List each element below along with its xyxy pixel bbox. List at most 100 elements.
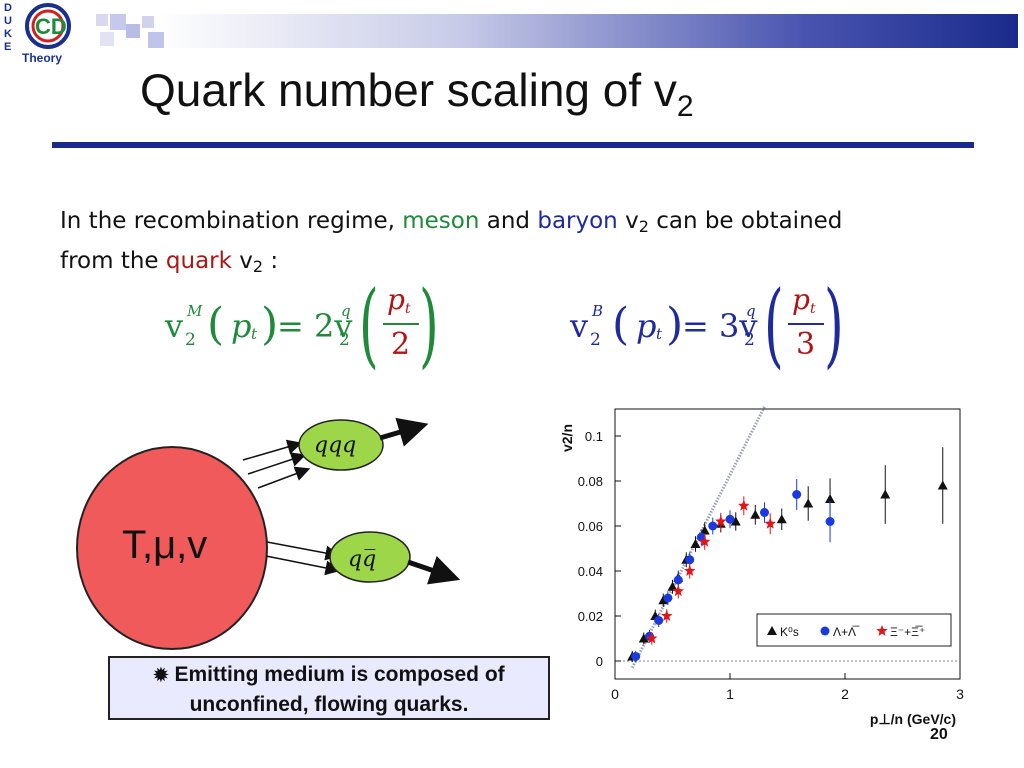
page-number: 20 — [930, 726, 948, 743]
logo-letter-u: U — [4, 15, 12, 27]
quark-arrow — [266, 541, 341, 561]
formula-eq: = 2v — [277, 307, 353, 345]
v2-scaling-chart: 0 1 2 3 0 0.02 0.04 0.06 0.08 0.1 v2/n p⊥/n (GeV/… — [559, 406, 964, 727]
data-point — [631, 652, 641, 661]
baryon-blob — [298, 419, 384, 471]
legend-label: K⁰s — [780, 625, 799, 639]
logo-caption: Theory — [22, 51, 62, 65]
chart-grid — [615, 406, 960, 669]
legend-marker — [876, 625, 888, 636]
intro-text-part: v — [231, 248, 253, 274]
formula-num-sub: t — [810, 301, 816, 317]
legend-label: Ξ⁻+Ξ̅⁺ — [890, 625, 925, 639]
emitting-line-1: ✹ Emitting medium is composed of — [110, 660, 548, 690]
legend-label: Λ+Λ̅ — [833, 625, 860, 639]
formula-v: v — [570, 307, 589, 345]
data-point — [684, 565, 696, 576]
emitting-line-2: unconfined, flowing quarks. — [189, 693, 469, 716]
formula-den: 2 — [391, 327, 411, 362]
header-square — [142, 16, 154, 28]
formula-paren: ( — [359, 271, 379, 378]
header-square — [96, 14, 108, 26]
logo-mark: CD — [35, 14, 67, 39]
chart-legend: K⁰s Λ+Λ̅ Ξ⁻+Ξ̅⁺ — [756, 613, 952, 647]
formula-arg: p — [636, 307, 657, 345]
header-square — [148, 32, 164, 48]
emitting-line-1-text: Emitting medium is composed of — [174, 663, 505, 686]
meson-formula: v 2 M ( p t ) = 2v 2 q ( p t 2 ) — [165, 271, 455, 378]
intro-text-part: from the — [60, 248, 166, 274]
x-tick-label: 1 — [726, 686, 734, 702]
formula-eq: = 3v — [682, 307, 758, 345]
intro-text-part: and — [479, 208, 538, 234]
y-tick-label: 0 — [596, 654, 603, 669]
quark-arrow — [247, 452, 307, 475]
baryon-label: qqq — [314, 433, 356, 458]
fraction-bar — [788, 323, 824, 325]
title-rule — [52, 142, 974, 148]
data-point — [663, 593, 673, 603]
formula-paren: ( — [764, 271, 784, 378]
formula-paren: ) — [824, 271, 844, 378]
x-tick-label: 3 — [956, 686, 964, 702]
header-band — [96, 14, 1018, 48]
data-point — [690, 539, 701, 548]
meson-blob — [329, 531, 411, 583]
data-point — [880, 489, 891, 499]
formula-paren: ( — [207, 299, 225, 350]
x-tick-label: 0 — [611, 686, 619, 702]
logo-letter-k: K — [4, 28, 12, 40]
formula-q-sub: 2 — [744, 330, 755, 350]
data-point — [673, 575, 683, 585]
data-point — [764, 517, 776, 529]
scaling-reference-line — [630, 406, 766, 669]
formula-paren: ) — [261, 299, 279, 350]
quark-arrow — [257, 466, 311, 489]
formula-num: p — [387, 283, 405, 316]
legend-box — [756, 613, 952, 647]
meson-label: qq̅ — [348, 547, 376, 572]
intro-text-part: v — [617, 208, 639, 234]
data-point — [699, 525, 710, 535]
data-point — [803, 498, 814, 508]
formula-sub: 2 — [185, 330, 196, 350]
data-point — [738, 499, 750, 511]
legend-marker — [820, 626, 830, 636]
data-point — [937, 480, 948, 490]
data-point — [699, 535, 711, 547]
formula-num: p — [792, 283, 810, 316]
legend-marker — [767, 626, 777, 635]
data-point — [825, 517, 835, 526]
logo-letter-d: D — [4, 2, 12, 14]
formula-paren: ( — [612, 299, 630, 350]
y-tick-label: 0.1 — [585, 429, 603, 444]
intro-subscript: 2 — [638, 217, 649, 236]
quark-arrow — [265, 555, 341, 576]
data-point — [825, 494, 836, 503]
y-tick-label: 0.04 — [578, 564, 603, 579]
data-point — [672, 585, 684, 597]
data-point — [661, 610, 673, 621]
title-text: Quark number scaling of v — [140, 64, 677, 116]
meson-word: meson — [402, 208, 480, 234]
quark-word: quark — [165, 248, 232, 274]
chart-ticks: 0 1 2 3 0 0.02 0.04 0.06 0.08 0.1 — [578, 429, 964, 702]
data-point — [760, 508, 769, 517]
data-point — [646, 632, 658, 644]
title-subscript: 2 — [676, 90, 694, 123]
baryon-word: baryon — [537, 208, 618, 234]
formula-arg-sub: t — [656, 325, 663, 343]
emitting-medium-box: ✹ Emitting medium is composed of unconfin… — [108, 656, 550, 720]
y-tick-label: 0.02 — [578, 609, 603, 624]
data-point — [667, 581, 678, 591]
formula-sup: B — [592, 302, 604, 320]
formula-num-sub: t — [405, 301, 411, 317]
formula-arg: p — [231, 307, 252, 345]
intro-text-part: In the recombination regime, — [60, 208, 403, 234]
chart-marks — [627, 447, 948, 663]
recombination-diagram: T,μ,v qqq qq̅ — [76, 417, 461, 650]
baryon-out-arrow — [379, 417, 429, 447]
data-point — [792, 490, 802, 499]
formula-q-sup: q — [746, 302, 756, 320]
meson-out-arrow — [407, 555, 461, 585]
